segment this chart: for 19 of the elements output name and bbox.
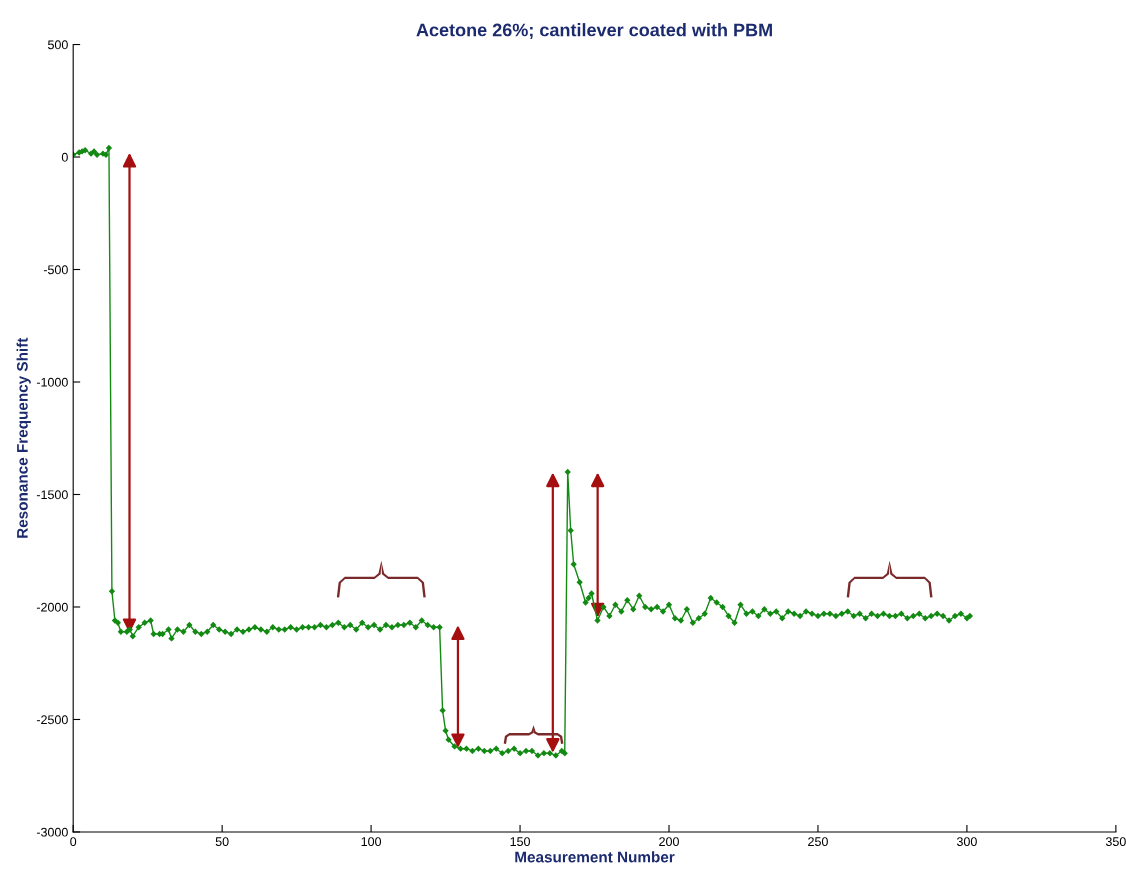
chart-title: Acetone 26%; cantilever coated with PBM <box>416 23 772 39</box>
x-axis-title: Measurement Number <box>515 851 675 863</box>
y-tick-label: 0 <box>61 152 68 162</box>
x-tick-label: 100 <box>361 837 382 847</box>
x-tick-label: 150 <box>510 837 530 847</box>
y-tick-label: -2000 <box>36 602 68 612</box>
y-tick-label: -500 <box>43 265 68 275</box>
y-tick-label: -2500 <box>36 715 68 725</box>
x-tick-label: 0 <box>70 837 77 847</box>
y-tick-label: -3000 <box>36 827 68 837</box>
y-tick-label: 500 <box>47 40 68 50</box>
y-axis-title: Resonance Frequency Shift <box>16 337 31 538</box>
x-tick-label: 50 <box>215 837 229 847</box>
y-tick-label: -1000 <box>36 377 68 387</box>
x-tick-label: 200 <box>659 837 679 847</box>
x-tick-label: 300 <box>956 837 977 847</box>
x-tick-label: 250 <box>808 837 828 847</box>
y-tick-label: -1500 <box>36 490 68 500</box>
x-tick-label: 350 <box>1105 837 1126 847</box>
